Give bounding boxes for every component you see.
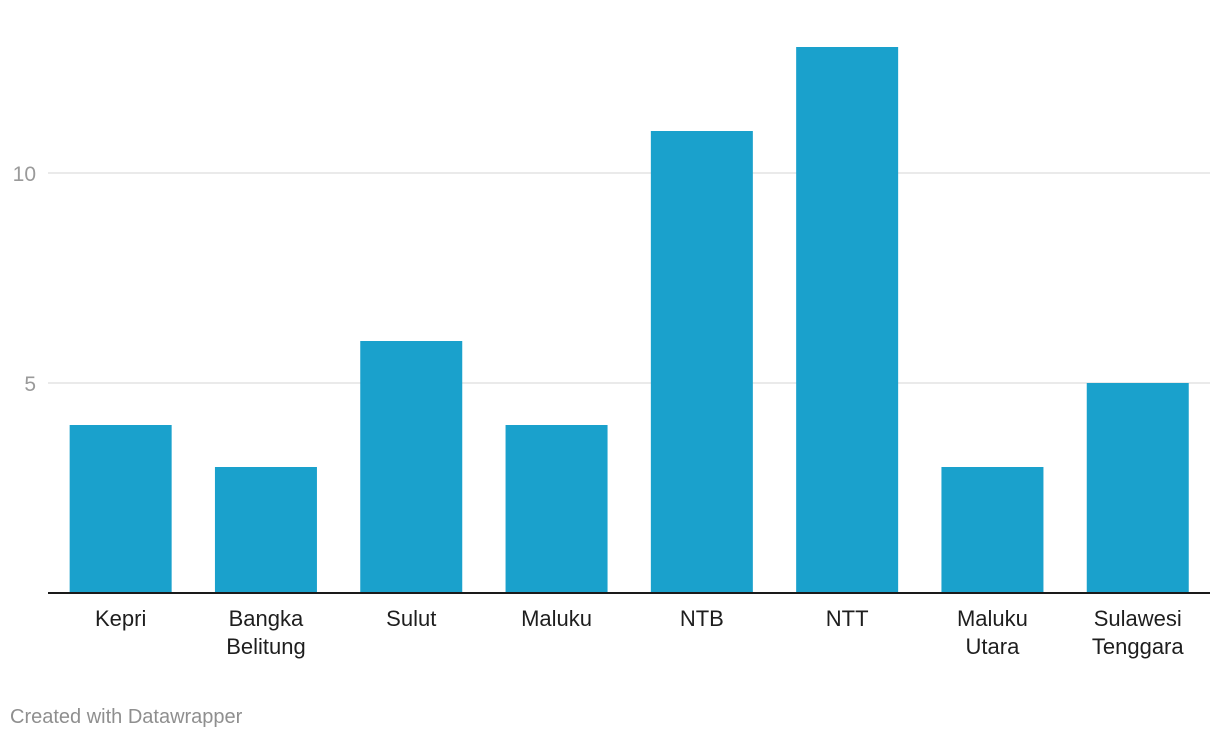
x-tick-label-line: Tenggara [1092, 634, 1185, 659]
x-tick-label-6: Maluku Utara [957, 606, 1028, 659]
x-tick-label-line: Belitung [226, 634, 306, 659]
bar-4 [650, 131, 753, 593]
x-tick-label-line: NTB [680, 606, 724, 631]
x-tick-label-line: Sulawesi [1094, 606, 1182, 631]
x-tick-label-5: NTT [826, 606, 869, 631]
x-tick-label-line: Bangka [229, 606, 304, 631]
y-tick-label-5: 5 [24, 373, 36, 396]
bar-2 [360, 341, 463, 593]
x-tick-label-line: Maluku [521, 606, 592, 631]
bar-6 [941, 467, 1044, 593]
x-tick-label-3: Maluku [521, 606, 592, 631]
x-tick-label-line: Sulut [386, 606, 436, 631]
y-tick-label-10: 10 [13, 163, 36, 186]
bar-0 [69, 425, 172, 593]
bar-7 [1086, 383, 1189, 593]
x-tick-label-4: NTB [680, 606, 724, 631]
x-tick-label-7: Sulawesi Tenggara [1092, 606, 1185, 659]
x-tick-label-line: NTT [826, 606, 869, 631]
x-tick-label-1: Bangka Belitung [226, 606, 306, 659]
x-tick-label-2: Sulut [386, 606, 436, 631]
bar-5 [796, 47, 899, 593]
x-tick-label-line: Maluku [957, 606, 1028, 631]
x-tick-label-0: Kepri [95, 606, 146, 631]
x-tick-label-line: Utara [966, 634, 1021, 659]
credit-text: Created with Datawrapper [10, 706, 243, 728]
bar-1 [214, 467, 317, 593]
x-tick-label-line: Kepri [95, 606, 146, 631]
bar-3 [505, 425, 608, 593]
